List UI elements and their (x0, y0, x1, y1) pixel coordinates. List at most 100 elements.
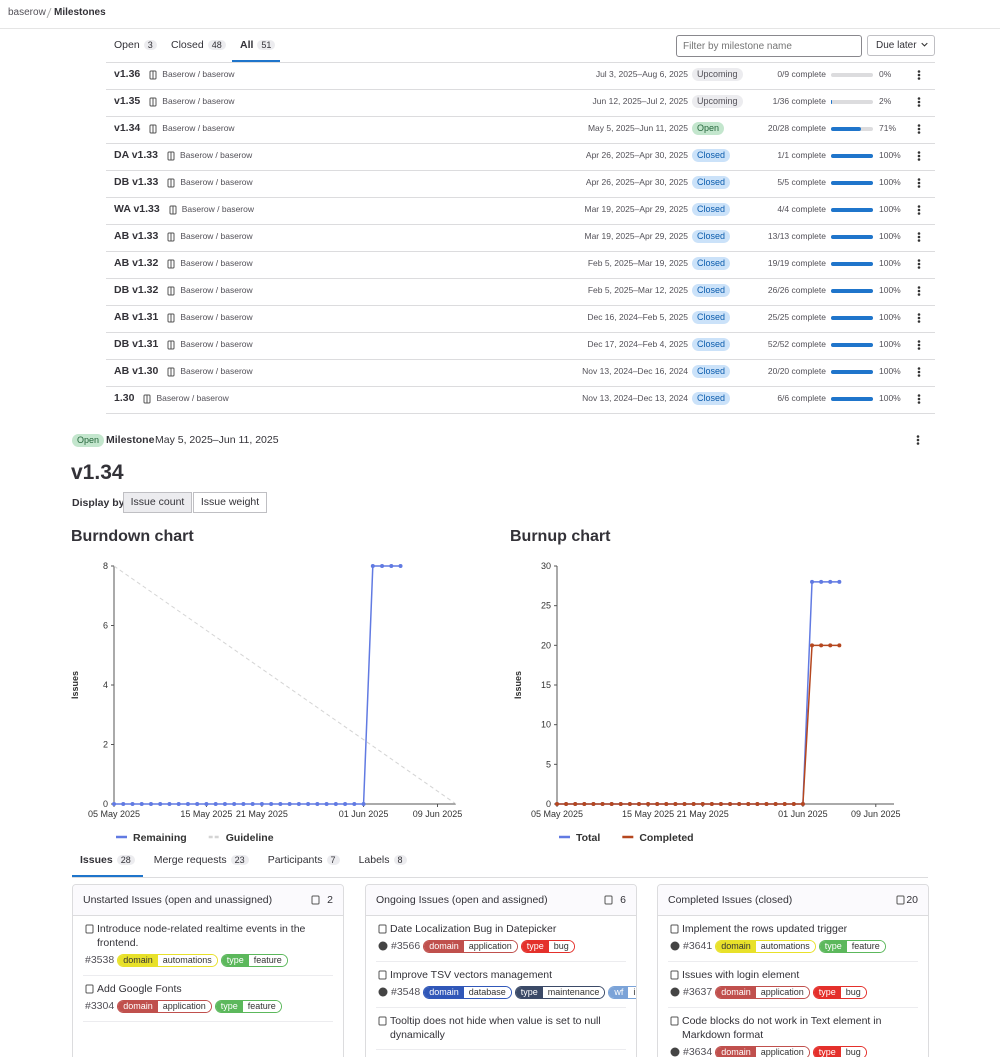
issue-title[interactable]: Add Google Fonts (97, 983, 182, 995)
data-point (737, 802, 742, 806)
icon (917, 70, 921, 80)
y-tick-label: 0 (103, 799, 108, 809)
tab[interactable]: Merge requests 23 (154, 854, 249, 866)
breadcrumb-item[interactable]: baserow (8, 7, 46, 18)
label-value: automations (755, 940, 815, 952)
more-actions[interactable] (914, 392, 924, 406)
milestone-dates: Feb 5, 2025–Mar 12, 2025 (587, 285, 688, 295)
display-option[interactable]: Issue count (123, 492, 192, 513)
project-name[interactable]: Baserow / baserow (156, 393, 229, 403)
milestone-name[interactable]: AB v1.30 (114, 365, 159, 377)
more-actions[interactable] (914, 311, 924, 325)
display-option[interactable]: Issue weight (193, 492, 267, 513)
project-name[interactable]: Baserow / baserow (181, 204, 255, 214)
data-point (673, 802, 678, 806)
project-name[interactable]: Baserow / baserow (162, 96, 235, 106)
tab-label: Closed (171, 39, 204, 51)
more-actions[interactable] (914, 338, 924, 352)
milestone-name[interactable]: AB v1.32 (114, 257, 159, 269)
issue-title[interactable]: Implement the rows updated trigger (682, 923, 848, 935)
project-name[interactable]: Baserow / baserow (162, 69, 235, 79)
breadcrumb-item[interactable]: Milestones (54, 7, 106, 18)
project-name[interactable]: Baserow / baserow (180, 258, 253, 268)
project-name[interactable]: Baserow / baserow (180, 285, 253, 295)
complete-count: 26/26 complete (767, 285, 826, 295)
project-icon (149, 97, 157, 107)
milestone-name[interactable]: DB v1.32 (114, 284, 159, 296)
tab[interactable]: Labels 8 (359, 854, 407, 866)
more-actions[interactable] (914, 284, 924, 298)
milestone-name[interactable]: v1.36 (114, 68, 141, 80)
scoped-label: domain application (117, 999, 212, 1013)
issue-title[interactable]: Date Localization Bug in Datepicker (390, 923, 557, 935)
more-actions[interactable] (914, 95, 924, 109)
project-name[interactable]: Baserow / baserow (180, 177, 253, 187)
more-actions[interactable] (914, 68, 924, 82)
data-point (728, 802, 733, 806)
filter-input[interactable] (676, 35, 862, 57)
tab[interactable]: Closed 48 (171, 39, 226, 51)
more-actions[interactable] (913, 433, 923, 447)
data-point (682, 802, 687, 806)
tab[interactable]: Issues 28 (80, 854, 135, 866)
project-name[interactable]: Baserow / baserow (162, 123, 235, 133)
more-actions[interactable] (914, 176, 924, 190)
tab-label: Labels (358, 854, 390, 866)
tab[interactable]: All 51 (240, 39, 276, 51)
divider (0, 28, 1000, 29)
sort-button[interactable]: Due later (867, 35, 935, 56)
y-tick-label: 15 (541, 680, 551, 690)
data-point (232, 802, 237, 806)
data-point (673, 802, 678, 806)
tab-label: Participants (267, 854, 323, 866)
project-name[interactable]: Baserow / baserow (179, 150, 253, 160)
issue-title[interactable]: Code blocks do not work in Text element … (682, 1015, 882, 1041)
issue-title[interactable]: Tooltip does not hide when value is set … (390, 1015, 601, 1041)
project-name[interactable]: Baserow / baserow (180, 339, 253, 349)
issue-title[interactable]: Improve TSV vectors management (390, 969, 553, 981)
milestone-name[interactable]: DB v1.33 (114, 176, 159, 188)
more-actions[interactable] (914, 122, 924, 136)
milestone-name[interactable]: AB v1.33 (114, 230, 159, 242)
tab[interactable]: Participants 7 (268, 854, 340, 866)
milestone-name[interactable]: DA v1.33 (114, 149, 158, 161)
milestone-name[interactable]: v1.35 (114, 95, 141, 107)
milestone-dates: Apr 26, 2025–Apr 30, 2025 (585, 150, 688, 160)
project-name[interactable]: Baserow / baserow (180, 231, 253, 241)
y-tick-label: 4 (103, 680, 108, 690)
milestone-dates: Nov 13, 2024–Dec 13, 2024 (582, 393, 688, 403)
legend-label: Completed (639, 832, 693, 844)
issue-title-row: Implement the rows updated trigger (670, 922, 916, 936)
tab[interactable]: Open 3 (114, 39, 157, 51)
more-actions[interactable] (914, 257, 924, 271)
more-actions[interactable] (914, 365, 924, 379)
more-actions[interactable] (914, 230, 924, 244)
progress-bar (831, 397, 873, 401)
issue-title-row: Introduce node-related realtime events i… (85, 922, 331, 950)
issue-card: Code blocks do not work in Text element … (668, 1008, 918, 1057)
progress-track (831, 73, 873, 77)
milestone-name[interactable]: AB v1.31 (114, 311, 159, 323)
milestone-name[interactable]: DB v1.31 (114, 338, 159, 350)
issue-icon (378, 970, 387, 980)
milestone-name[interactable]: v1.34 (114, 122, 141, 134)
icon (917, 178, 921, 188)
issue-title[interactable]: Introduce node-related realtime events i… (97, 923, 306, 949)
milestone-dates: May 5, 2025–Jun 11, 2025 (155, 434, 279, 446)
scoped-label: domain automations (117, 953, 218, 967)
status-badge: Closed (692, 338, 731, 351)
row-border (106, 62, 935, 63)
more-actions[interactable] (914, 149, 924, 163)
complete-count: 19/19 complete (767, 258, 826, 268)
series-line (557, 581, 840, 805)
project-name[interactable]: Baserow / baserow (180, 366, 253, 376)
column-header: Unstarted Issues (open and unassigned) 2 (73, 885, 343, 916)
more-actions[interactable] (914, 203, 924, 217)
milestone-dates: Dec 17, 2024–Feb 4, 2025 (587, 339, 688, 349)
project-name[interactable]: Baserow / baserow (180, 312, 253, 322)
issue-title[interactable]: Issues with login element (682, 969, 800, 981)
data-point (139, 802, 144, 806)
milestone-name[interactable]: 1.30 (114, 392, 135, 404)
milestone-name[interactable]: WA v1.33 (114, 203, 160, 215)
y-tick-label: 0 (546, 799, 551, 809)
